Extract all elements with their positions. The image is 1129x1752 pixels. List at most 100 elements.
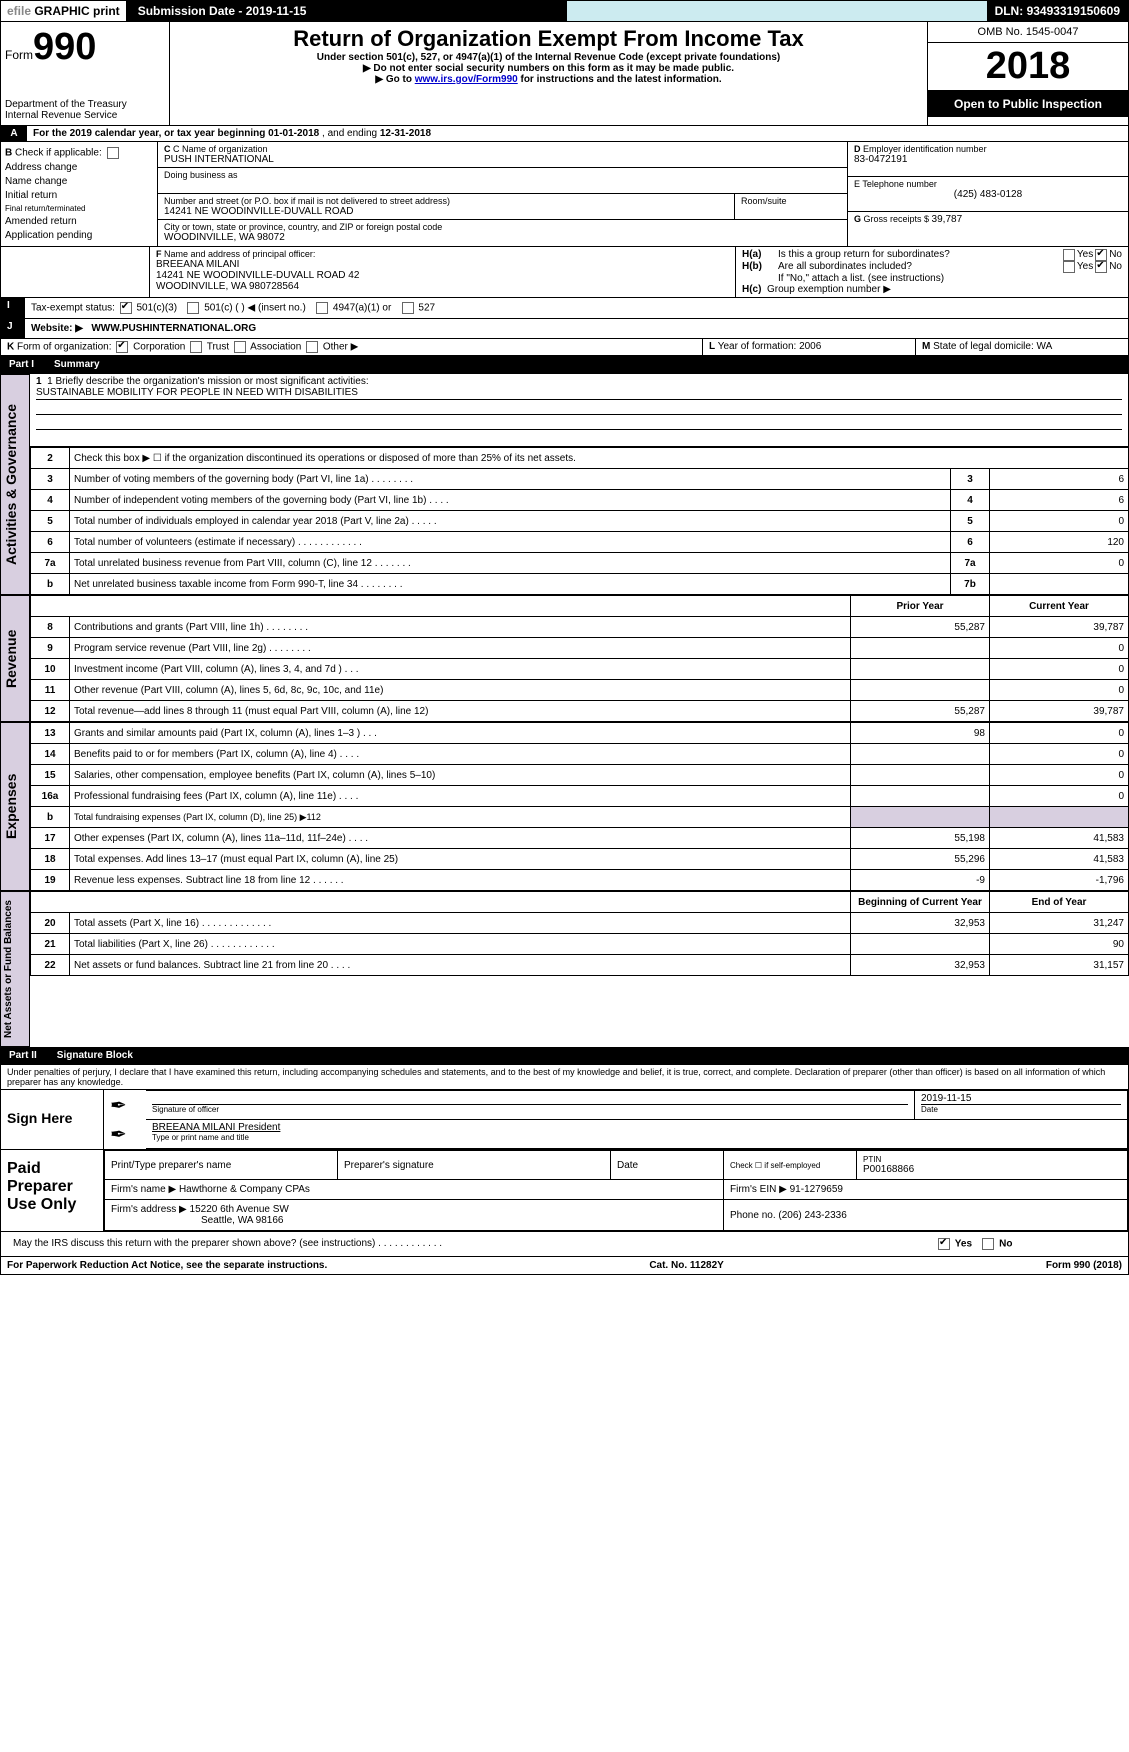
col-header: End of Year [990, 892, 1129, 913]
hb-text: Are all subordinates included? [778, 261, 1061, 273]
row-num: 5 [31, 511, 70, 532]
org-name: PUSH INTERNATIONAL [164, 154, 841, 165]
l-label: L [709, 341, 715, 352]
prior-value [851, 744, 990, 765]
firm-address-cell: Firm's address ▶ 15220 6th Avenue SW Sea… [105, 1200, 724, 1231]
line-a: A For the 2019 calendar year, or tax yea… [0, 126, 1129, 142]
prep-sig-label: Preparer's signature [338, 1151, 611, 1180]
line-num: 7b [951, 574, 990, 595]
firm-addr-label: Firm's address ▶ [111, 1204, 187, 1215]
line-k-l-m: K Form of organization: Corporation Trus… [0, 339, 1129, 356]
sidebar-expenses: Expenses [0, 722, 30, 891]
row-text: Net unrelated business taxable income fr… [70, 574, 951, 595]
current-value: 39,787 [990, 701, 1129, 722]
row-num: 7a [31, 553, 70, 574]
phone-value: (425) 483-0128 [854, 189, 1122, 200]
sub3-prefix: ▶ Go to [375, 74, 414, 85]
527-checkbox[interactable] [402, 302, 414, 314]
col-header: Prior Year [851, 596, 990, 617]
room-label: Room/suite [741, 196, 841, 206]
box-b: B Check if applicable: Address change Na… [1, 142, 158, 246]
period-begin: 01-01-2018 [268, 128, 319, 139]
row-value: 0 [990, 553, 1129, 574]
4947-checkbox[interactable] [316, 302, 328, 314]
501c3-checkbox[interactable] [120, 302, 132, 314]
irs-link[interactable]: www.irs.gov/Form990 [415, 74, 518, 85]
row-value: 6 [990, 490, 1129, 511]
form-title: Return of Organization Exempt From Incom… [174, 26, 923, 52]
firm-ein: 91-1279659 [790, 1184, 843, 1195]
dln-value: 93493319150609 [1027, 4, 1120, 18]
sidebar-net: Net Assets or Fund Balances [0, 891, 30, 1047]
other-checkbox[interactable] [306, 341, 318, 353]
submission-label: Submission Date - [138, 4, 246, 18]
row-text: Other expenses (Part IX, column (A), lin… [70, 828, 851, 849]
prior-value: -9 [851, 870, 990, 891]
prior-value [851, 934, 990, 955]
b-pending: Application pending [5, 230, 153, 241]
form-number: 990 [33, 26, 96, 68]
header-center: Return of Organization Exempt From Incom… [170, 22, 927, 125]
j-content: Website: ▶ WWW.PUSHINTERNATIONAL.ORG [25, 319, 1128, 338]
row-text: Total liabilities (Part X, line 26) . . … [70, 934, 851, 955]
current-value: 39,787 [990, 617, 1129, 638]
sub3-suffix: for instructions and the latest informat… [518, 74, 722, 85]
hb-no-checkbox[interactable] [1095, 261, 1107, 273]
opt-corp: Corporation [133, 342, 185, 353]
net-table: Beginning of Current YearEnd of Year20To… [30, 891, 1129, 976]
part2-label: Part II [9, 1050, 37, 1061]
period-end: 12-31-2018 [380, 128, 431, 139]
line-i: I Tax-exempt status: 501(c)(3) 501(c) ( … [0, 298, 1129, 319]
date-label: Date [921, 1104, 1121, 1114]
discuss-yes-checkbox[interactable] [938, 1238, 950, 1250]
firm-addr1: 15220 6th Avenue SW [190, 1204, 289, 1215]
k-label: K [7, 342, 14, 353]
ptin-value: P00168866 [863, 1164, 1121, 1175]
row-num: 8 [31, 617, 70, 638]
governance-section: Activities & Governance 1 1 Briefly desc… [0, 374, 1129, 595]
b-initial-return: Initial return [5, 190, 153, 201]
501c-checkbox[interactable] [187, 302, 199, 314]
prior-value [851, 765, 990, 786]
current-value: 90 [990, 934, 1129, 955]
checkbox-icon[interactable] [107, 147, 119, 159]
self-employed-label: Check ☐ if self-employed [724, 1151, 857, 1180]
row-num: 15 [31, 765, 70, 786]
current-value: 41,583 [990, 849, 1129, 870]
prior-value: 32,953 [851, 913, 990, 934]
footer-right: Form 990 (2018) [1046, 1260, 1122, 1271]
current-value: 0 [990, 786, 1129, 807]
subtitle-3: ▶ Go to www.irs.gov/Form990 for instruct… [174, 74, 923, 85]
line-num: 4 [951, 490, 990, 511]
website-value: WWW.PUSHINTERNATIONAL.ORG [91, 323, 256, 334]
officer-addr2: WOODINVILLE, WA 980728564 [156, 281, 729, 292]
top-bar: efile GRAPHIC print Submission Date - 20… [0, 0, 1129, 22]
name-title-label: Type or print name and title [152, 1133, 1121, 1142]
ha-yes-checkbox[interactable] [1063, 249, 1075, 261]
row-num: 21 [31, 934, 70, 955]
line-num: 5 [951, 511, 990, 532]
net-assets-section: Net Assets or Fund Balances Beginning of… [0, 891, 1129, 1047]
b-address-change: Address change [5, 162, 153, 173]
row-num: 10 [31, 659, 70, 680]
part2-header: Part II Signature Block [0, 1047, 1129, 1065]
col-header: Current Year [990, 596, 1129, 617]
i-content: Tax-exempt status: 501(c)(3) 501(c) ( ) … [25, 298, 1128, 318]
assoc-checkbox[interactable] [234, 341, 246, 353]
dept-treasury: Department of the Treasury [5, 99, 165, 110]
label-b: B [5, 148, 12, 159]
box-c: C C Name of organization PUSH INTERNATIO… [158, 142, 847, 246]
part1-header: Part I Summary [0, 356, 1129, 374]
row-text: Check this box ▶ ☐ if the organization d… [70, 448, 1129, 469]
shaded-cell [990, 807, 1129, 828]
col-header: Beginning of Current Year [851, 892, 990, 913]
discuss-no-checkbox[interactable] [982, 1238, 994, 1250]
line-j: J Website: ▶ WWW.PUSHINTERNATIONAL.ORG [0, 319, 1129, 339]
ptin-label: PTIN [863, 1155, 1121, 1164]
hb-yes-checkbox[interactable] [1063, 261, 1075, 273]
corp-checkbox[interactable] [116, 341, 128, 353]
revenue-table: Prior YearCurrent Year8Contributions and… [30, 595, 1129, 722]
row-num: 6 [31, 532, 70, 553]
trust-checkbox[interactable] [190, 341, 202, 353]
i-label: I [1, 298, 25, 318]
